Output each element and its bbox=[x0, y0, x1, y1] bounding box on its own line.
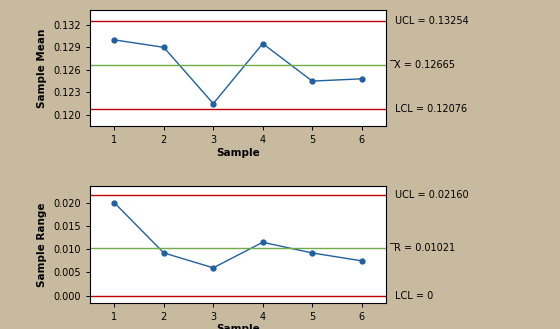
Y-axis label: Sample Mean: Sample Mean bbox=[38, 28, 48, 108]
Text: UCL = 0.02160: UCL = 0.02160 bbox=[395, 190, 468, 200]
X-axis label: Sample: Sample bbox=[216, 148, 260, 158]
Y-axis label: Sample Range: Sample Range bbox=[38, 202, 48, 287]
Text: LCL = 0.12076: LCL = 0.12076 bbox=[395, 104, 467, 114]
Text: ̅R = 0.01021: ̅R = 0.01021 bbox=[395, 243, 456, 253]
Text: UCL = 0.13254: UCL = 0.13254 bbox=[395, 16, 469, 26]
Text: LCL = 0: LCL = 0 bbox=[395, 291, 433, 301]
Text: ̅̅X = 0.12665: ̅̅X = 0.12665 bbox=[395, 60, 456, 70]
X-axis label: Sample: Sample bbox=[216, 324, 260, 329]
